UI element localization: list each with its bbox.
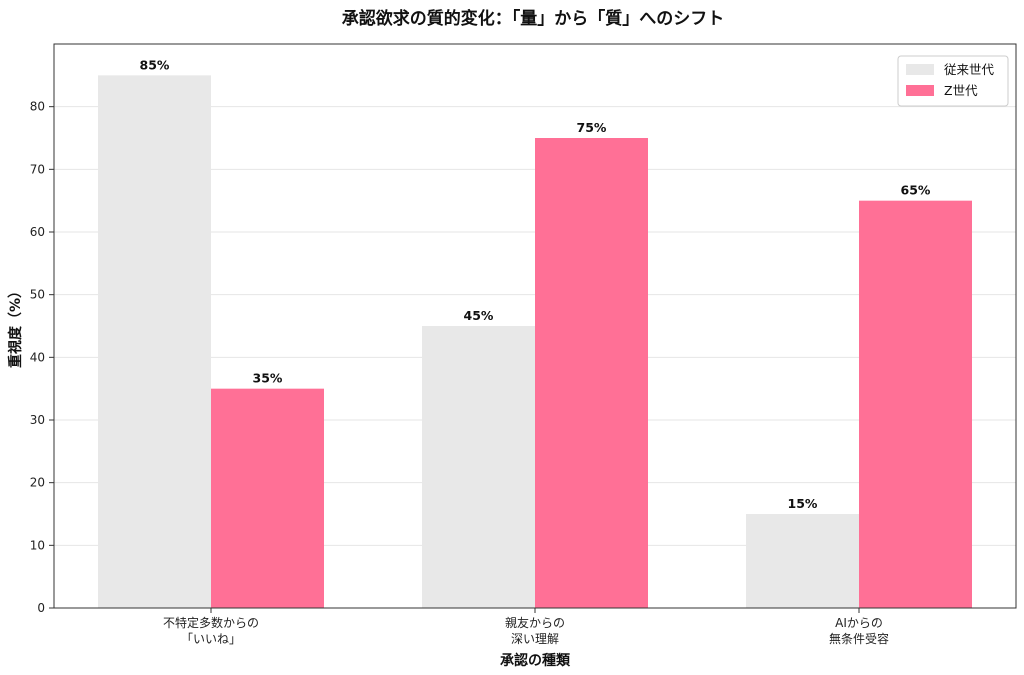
- bar-value-label: 35%: [253, 371, 283, 386]
- x-tick-label: 親友からの: [505, 616, 565, 630]
- legend-swatch: [906, 64, 934, 75]
- bar: [211, 388, 324, 608]
- x-tick-label: 深い理解: [511, 632, 559, 646]
- x-axis-label: 承認の種類: [500, 652, 571, 669]
- y-tick-label: 50: [30, 288, 45, 302]
- y-tick-label: 10: [30, 538, 45, 552]
- y-tick-label: 80: [30, 100, 45, 114]
- bar: [98, 75, 211, 609]
- chart-title: 承認欲求の質的変化：「量」から「質」へのシフト: [342, 8, 725, 29]
- legend-label: 従来世代: [944, 62, 995, 77]
- bar-value-label: 75%: [577, 120, 607, 135]
- y-axis-label: 重視度（%）: [7, 284, 24, 368]
- y-tick-label: 20: [30, 476, 45, 490]
- x-tick-label: 不特定多数からの: [163, 615, 259, 630]
- legend-label: Z世代: [944, 83, 978, 98]
- bar: [746, 514, 859, 608]
- bar-value-label: 65%: [901, 183, 931, 198]
- y-tick-label: 70: [30, 162, 45, 176]
- y-axis-ticks: 0 10 20 30 40 50 60 70 80: [30, 100, 54, 615]
- bars: [98, 75, 972, 609]
- y-tick-label: 0: [37, 601, 45, 615]
- y-tick-label: 60: [30, 225, 45, 239]
- bar-value-label: 85%: [140, 57, 170, 72]
- bar-value-label: 45%: [464, 308, 494, 323]
- bar: [535, 138, 648, 608]
- x-tick-label: 無条件受容: [829, 631, 889, 646]
- value-labels: 85% 35% 45% 75% 15% 65%: [140, 57, 931, 511]
- x-tick-label: AIからの: [835, 616, 883, 630]
- bar: [859, 200, 972, 608]
- x-tick-label: 「いいね」: [181, 632, 241, 646]
- y-tick-label: 40: [30, 350, 45, 364]
- bar: [422, 326, 535, 608]
- legend: 従来世代 Z世代: [897, 55, 1009, 107]
- legend-swatch: [906, 85, 934, 96]
- bar-value-label: 15%: [788, 496, 818, 511]
- y-tick-label: 30: [30, 413, 45, 427]
